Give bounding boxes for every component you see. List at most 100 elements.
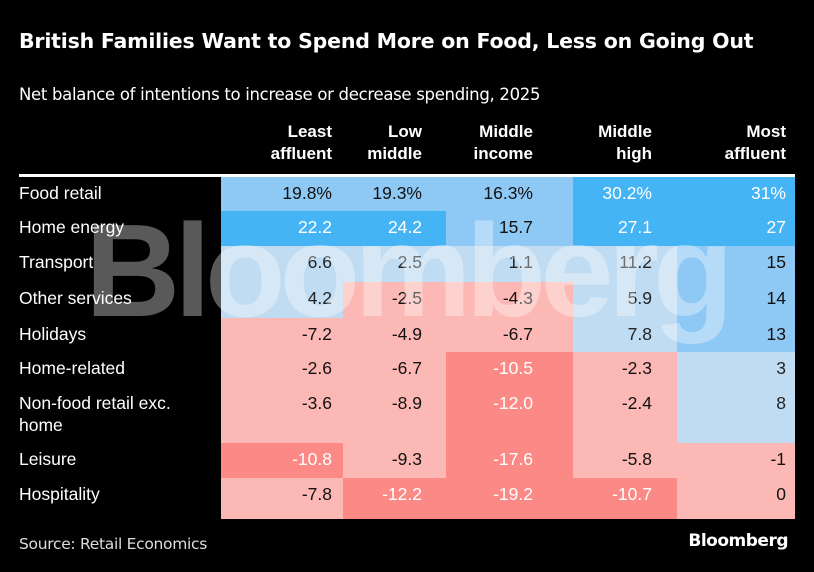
table-cell: 7.8 xyxy=(573,318,677,352)
table-cell: 15 xyxy=(677,246,795,282)
column-header-line: Low xyxy=(388,122,422,141)
cell-value: 1.1 xyxy=(508,252,533,272)
cell-value: -2.6 xyxy=(301,358,332,378)
row-label: Holidays xyxy=(19,324,87,344)
row-label: Food retail xyxy=(19,183,102,203)
table-cell: 5.9 xyxy=(573,282,677,318)
cell-value: -9.3 xyxy=(391,449,422,469)
bloomberg-logo: Bloomberg xyxy=(688,531,788,551)
table-cell: 31% xyxy=(677,177,795,211)
cell-value: 19.8% xyxy=(282,183,332,203)
row-label: Non-food retail exc. home xyxy=(19,393,171,435)
cell-value: -12.0 xyxy=(493,393,533,413)
cell-value: 0 xyxy=(776,484,786,504)
table-cell: -7.8 xyxy=(221,478,343,519)
column-header-line: Middle xyxy=(479,122,533,141)
column-header: Middle high xyxy=(552,121,652,165)
table-cell: -6.7 xyxy=(446,318,573,352)
table-cell: 22.2 xyxy=(221,211,343,246)
column-header-line: high xyxy=(616,144,652,163)
cell-value: 15.7 xyxy=(498,217,533,237)
cell-value: 14 xyxy=(766,288,786,308)
table-cell: -2.6 xyxy=(221,352,343,387)
cell-value: -1 xyxy=(770,449,786,469)
cell-value: -19.2 xyxy=(493,484,533,504)
cell-value: -12.2 xyxy=(382,484,422,504)
table-cell: -19.2 xyxy=(446,478,573,519)
cell-value: 24.2 xyxy=(387,217,422,237)
column-header-line: income xyxy=(473,144,533,163)
cell-value: 11.2 xyxy=(619,252,652,272)
table-cell: 8 xyxy=(677,387,795,443)
table-cell: 6.6 xyxy=(221,246,343,282)
chart-subtitle: Net balance of intentions to increase or… xyxy=(19,85,541,104)
cell-value: -17.6 xyxy=(493,449,533,469)
table-cell: 27 xyxy=(677,211,795,246)
table-cell: 11.2 xyxy=(573,246,677,282)
cell-value: 2.5 xyxy=(397,252,422,272)
cell-value: 27 xyxy=(766,217,786,237)
table-cell: -2.3 xyxy=(573,352,677,387)
cell-value: -8.9 xyxy=(391,393,422,413)
table-cell: -8.9 xyxy=(343,387,446,443)
cell-value: 4.2 xyxy=(307,288,332,308)
cell-value: -4.3 xyxy=(502,288,533,308)
column-header-line: Least xyxy=(287,122,332,141)
row-label: Leisure xyxy=(19,449,77,469)
table-cell: 2.5 xyxy=(343,246,446,282)
table-cell: -3.6 xyxy=(221,387,343,443)
table-cell: 30.2% xyxy=(573,177,677,211)
column-header-line: Middle xyxy=(598,122,652,141)
table-cell: -7.2 xyxy=(221,318,343,352)
cell-value: -7.8 xyxy=(301,484,332,504)
row-label: Home-related xyxy=(19,358,126,378)
cell-value: -10.5 xyxy=(493,358,533,378)
column-header-line: affluent xyxy=(724,144,786,163)
table-cell: 4.2 xyxy=(221,282,343,318)
table-cell: -1 xyxy=(677,443,795,478)
table-cell: -2.5 xyxy=(343,282,446,318)
column-header-line: middle xyxy=(367,144,422,163)
cell-value: -6.7 xyxy=(391,358,422,378)
cell-value: -2.5 xyxy=(391,288,422,308)
cell-value: -2.3 xyxy=(621,358,652,378)
cell-value: 30.2% xyxy=(602,183,652,203)
cell-value: -6.7 xyxy=(502,324,533,344)
table-cell: -9.3 xyxy=(343,443,446,478)
cell-value: -5.8 xyxy=(621,449,652,469)
table-cell: -5.8 xyxy=(573,443,677,478)
cell-value: 19.3% xyxy=(372,183,422,203)
row-label: Home energy xyxy=(19,217,125,237)
row-label: Hospitality xyxy=(19,484,100,504)
cell-value: 7.8 xyxy=(627,324,652,344)
table-cell: 19.3% xyxy=(343,177,446,211)
column-header-line: Most xyxy=(746,122,786,141)
table-cell: -12.0 xyxy=(446,387,573,443)
table-cell: 14 xyxy=(677,282,795,318)
cell-value: 6.6 xyxy=(307,252,332,272)
cell-value: 31% xyxy=(750,183,786,203)
cell-value: 5.9 xyxy=(627,288,652,308)
table-cell: -12.2 xyxy=(343,478,446,519)
table-cell: 15.7 xyxy=(446,211,573,246)
table-cell: 19.8% xyxy=(221,177,343,211)
cell-value: 8 xyxy=(776,393,786,413)
table-cell: -17.6 xyxy=(446,443,573,478)
column-header-line: affluent xyxy=(270,144,332,163)
table-cell: 0 xyxy=(677,478,795,519)
cell-value: 16.3% xyxy=(483,183,533,203)
cell-value: -4.9 xyxy=(391,324,422,344)
row-label: Other services xyxy=(19,288,132,308)
table-cell: 16.3% xyxy=(446,177,573,211)
column-header: Middle income xyxy=(433,121,533,165)
column-header: Low middle xyxy=(322,121,422,165)
table-cell: -10.7 xyxy=(573,478,677,519)
table-cell: -10.5 xyxy=(446,352,573,387)
table-cell: -4.3 xyxy=(446,282,573,318)
cell-value: -2.4 xyxy=(621,393,652,413)
table-cell: 27.1 xyxy=(573,211,677,246)
cell-value: -3.6 xyxy=(301,393,332,413)
cell-value: -10.7 xyxy=(612,484,652,504)
cell-value: 13 xyxy=(766,324,786,344)
cell-value: 15 xyxy=(766,252,786,272)
